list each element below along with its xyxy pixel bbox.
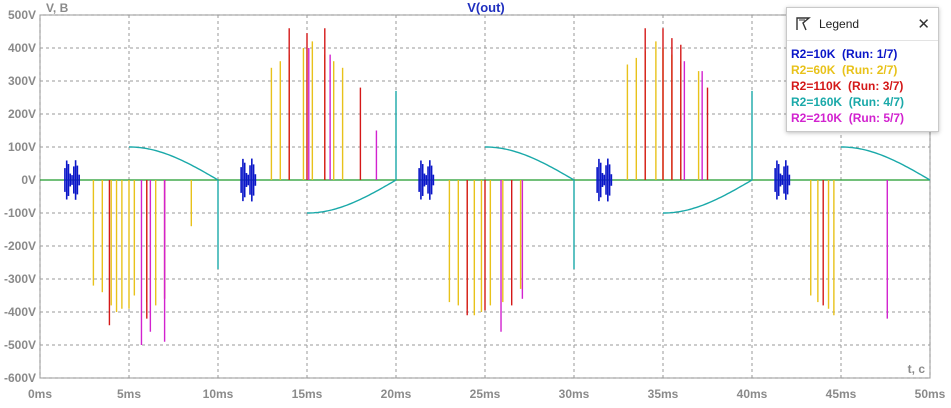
- legend-item-run: (Run: 1/7): [835, 47, 898, 61]
- plot-title: V(out): [467, 0, 505, 15]
- legend-item-name: R2=160K: [791, 95, 843, 109]
- x-tick-label: 10ms: [203, 387, 234, 401]
- x-tick-label: 35ms: [648, 387, 679, 401]
- x-tick-label: 0ms: [28, 387, 52, 401]
- x-tick-label: 25ms: [470, 387, 501, 401]
- legend-item[interactable]: R2=160K (Run: 4/7): [791, 94, 938, 110]
- legend-item[interactable]: R2=60K (Run: 2/7): [791, 62, 938, 78]
- envelope-arc: [841, 146, 931, 181]
- legend-item-run: (Run: 2/7): [835, 63, 898, 77]
- legend-item[interactable]: R2=10K (Run: 1/7): [791, 46, 938, 62]
- envelope-arc: [307, 179, 397, 214]
- legend-item-run: (Run: 3/7): [841, 79, 904, 93]
- x-tick-label: 40ms: [737, 387, 768, 401]
- x-tick-label: 15ms: [292, 387, 323, 401]
- y-tick-label: -300V: [4, 272, 36, 286]
- legend-item-run: (Run: 5/7): [842, 111, 905, 125]
- x-tick-label: 20ms: [381, 387, 412, 401]
- envelope-arc: [129, 146, 219, 181]
- y-tick-label: 500V: [8, 8, 36, 22]
- envelope-arc: [485, 146, 575, 181]
- x-tick-label: 50ms: [915, 387, 946, 401]
- y-tick-label: -100V: [4, 206, 36, 220]
- y-tick-label: -600V: [4, 371, 36, 385]
- legend-item[interactable]: R2=210K (Run: 5/7): [791, 110, 938, 126]
- legend-item[interactable]: R2=110K (Run: 3/7): [791, 78, 938, 94]
- tick-labels: 0ms 5ms 10ms 15ms 20ms 25ms 30ms 35ms 40ms 45ms 50…: [4, 8, 946, 401]
- y-tick-label: -400V: [4, 305, 36, 319]
- legend-title: Legend: [819, 17, 860, 31]
- legend-item-name: R2=210K: [791, 111, 843, 125]
- y-tick-label: 0V: [21, 173, 36, 187]
- y-axis-unit-label: V, B: [46, 1, 69, 15]
- legend-items: R2=10K (Run: 1/7) R2=60K (Run: 2/7) R2=110…: [787, 41, 938, 126]
- x-tick-label: 30ms: [559, 387, 590, 401]
- y-tick-label: 400V: [8, 41, 36, 55]
- y-tick-label: 300V: [8, 74, 36, 88]
- legend-item-run: (Run: 4/7): [842, 95, 905, 109]
- x-tick-label: 45ms: [826, 387, 857, 401]
- legend-window[interactable]: Legend ✕ R2=10K (Run: 1/7) R2=60K (Run: 2…: [786, 7, 939, 132]
- legend-item-name: R2=10K: [791, 47, 836, 61]
- legend-item-name: R2=110K: [791, 79, 842, 93]
- envelope-arc: [663, 179, 753, 214]
- y-tick-label: 200V: [8, 107, 36, 121]
- y-tick-label: -500V: [4, 338, 36, 352]
- x-axis-unit-label: t, c: [908, 362, 926, 376]
- legend-header[interactable]: Legend ✕: [787, 8, 938, 41]
- series-layer: [40, 28, 931, 345]
- x-tick-label: 5ms: [117, 387, 141, 401]
- legend-item-name: R2=60K: [791, 63, 836, 77]
- legend-app-icon: [796, 17, 811, 31]
- close-icon[interactable]: ✕: [917, 15, 930, 33]
- y-tick-label: 100V: [8, 140, 36, 154]
- y-tick-label: -200V: [4, 239, 36, 253]
